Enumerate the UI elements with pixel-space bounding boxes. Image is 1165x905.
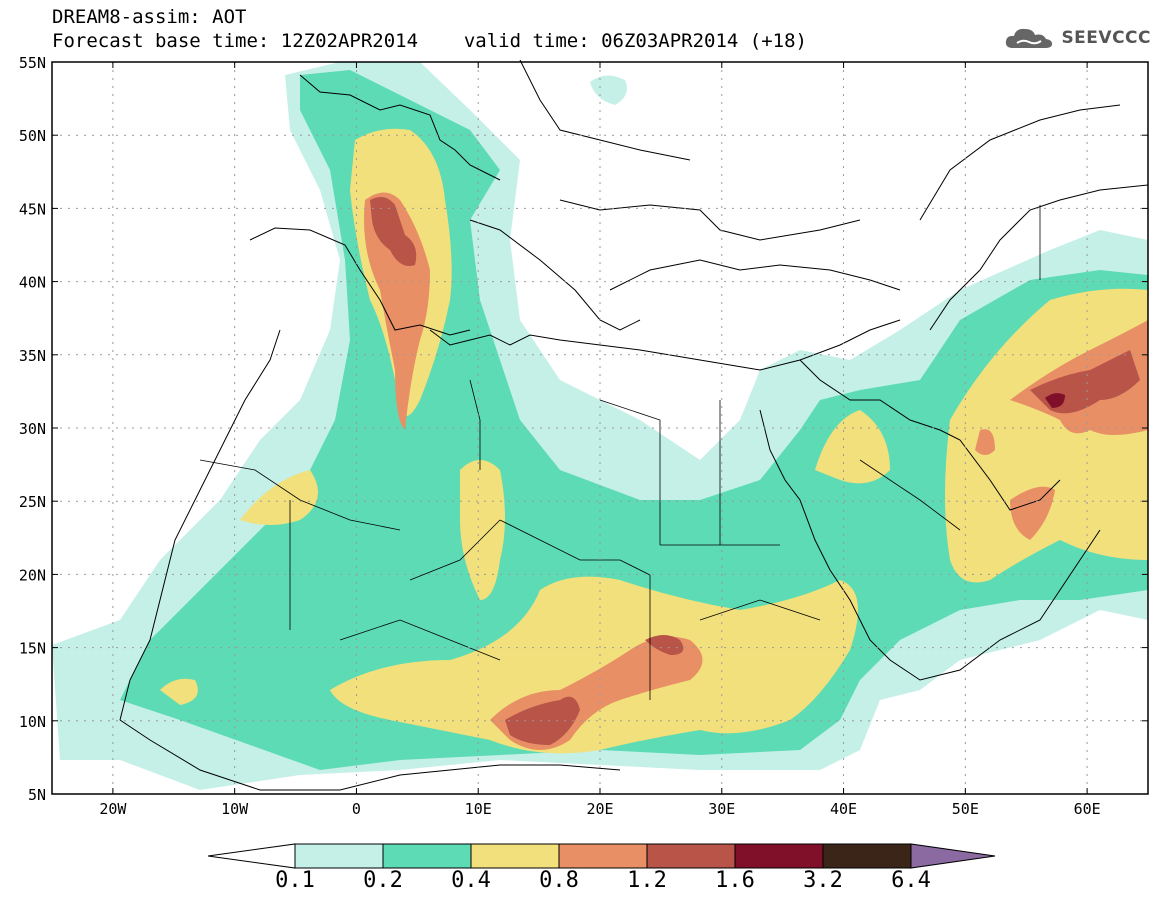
colorbar — [207, 843, 996, 869]
colorbar-segment — [822, 843, 912, 869]
colorbar-label: 0.8 — [539, 868, 579, 893]
country-borders — [199, 205, 1041, 700]
colorbar-label: 1.6 — [715, 868, 755, 893]
axes: 55N 50N 45N 40N 35N 30N 25N 20N 15N 10N 5N 20W 10W 0 1… — [19, 54, 1148, 818]
lon-label: 40E — [830, 800, 857, 818]
lon-label: 20E — [586, 800, 613, 818]
aot-band-1.6 — [1045, 393, 1065, 408]
lon-label: 50E — [952, 800, 979, 818]
lat-label: 25N — [19, 493, 46, 511]
plot-title: DREAM8-assim: AOT — [52, 6, 247, 28]
colorbar-low-extend — [207, 843, 296, 869]
lon-label: 10E — [465, 800, 492, 818]
colorbar-label: 6.4 — [891, 868, 931, 893]
colorbar-label: 3.2 — [803, 868, 843, 893]
colorbar-segment — [294, 843, 384, 869]
lat-label: 55N — [19, 54, 46, 72]
colorbar-high-extend — [910, 843, 996, 869]
colorbar-segment — [646, 843, 736, 869]
coastlines — [119, 59, 1149, 791]
lon-label: 30E — [708, 800, 735, 818]
seevccc-logo: SEEVCCC — [1003, 26, 1151, 50]
lon-label: 20W — [99, 800, 127, 818]
lat-label: 40N — [19, 274, 46, 292]
lat-label: 20N — [19, 566, 46, 584]
logo-text: SEEVCCC — [1061, 28, 1151, 48]
lon-label: 10W — [221, 800, 249, 818]
lat-label: 30N — [19, 420, 46, 438]
colorbar-label: 0.2 — [363, 868, 403, 893]
colorbar-segment — [382, 843, 472, 869]
lat-label: 15N — [19, 640, 46, 658]
colorbar-label: 1.2 — [627, 868, 667, 893]
lon-label: 60E — [1074, 800, 1101, 818]
lon-label: 0 — [352, 800, 361, 818]
colorbar-segment — [470, 843, 560, 869]
base-time-label: Forecast base time: 12Z02APR2014 — [52, 30, 419, 52]
cloud-icon — [1006, 28, 1053, 48]
lat-label: 10N — [19, 713, 46, 731]
valid-time-label: valid time: 06Z03APR2014 (+18) — [463, 30, 807, 52]
grid-lines — [52, 62, 1148, 794]
time-info: Forecast base time: 12Z02APR2014 valid t… — [52, 30, 807, 52]
colorbar-segment — [734, 843, 824, 869]
colorbar-label: 0.4 — [451, 868, 491, 893]
lat-label: 5N — [28, 786, 46, 804]
lat-label: 35N — [19, 347, 46, 365]
lat-label: 50N — [19, 127, 46, 145]
colorbar-label: 0.1 — [275, 868, 315, 893]
colorbar-segment — [558, 843, 648, 869]
lat-label: 45N — [19, 200, 46, 218]
